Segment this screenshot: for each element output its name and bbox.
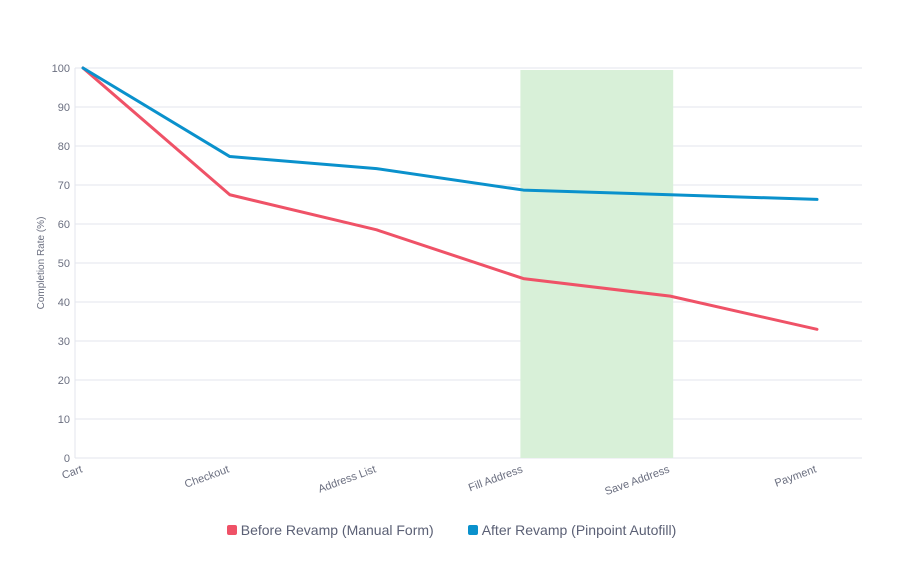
x-tick-4: Save Address [603, 463, 671, 498]
legend-item-0[interactable]: Before Revamp (Manual Form) [226, 522, 434, 538]
highlight-band [520, 70, 674, 458]
highlight-layer [520, 70, 674, 458]
x-tick-0: Cart [60, 464, 84, 482]
legend: Before Revamp (Manual Form) After Revamp … [0, 522, 903, 538]
x-tick-5: Payment [773, 464, 818, 490]
x-tick-3: Fill Address [467, 463, 525, 494]
series-line-0 [81, 66, 819, 331]
legend-swatch-1 [467, 525, 478, 535]
series-line-1 [81, 66, 819, 201]
series-layer [81, 66, 819, 331]
y-tick-100: 100 [52, 63, 70, 75]
y-tick-20: 20 [58, 375, 70, 387]
y-axis-label: Completion Rate (%) [36, 217, 47, 310]
legend-item-1[interactable]: After Revamp (Pinpoint Autofill) [467, 522, 677, 538]
y-tick-30: 30 [58, 336, 70, 348]
y-tick-40: 40 [58, 297, 70, 309]
y-tick-0: 0 [64, 453, 70, 465]
y-tick-60: 60 [58, 219, 70, 231]
x-tick-layer: Cart Checkout Address List Fill Address Save… [60, 463, 818, 498]
x-tick-2: Address List [317, 464, 378, 496]
legend-label-1: After Revamp (Pinpoint Autofill) [481, 522, 677, 538]
x-tick-1: Checkout [183, 464, 231, 491]
y-tick-90: 90 [58, 102, 70, 114]
y-tick-50: 50 [58, 258, 70, 270]
y-tick-10: 10 [58, 414, 70, 426]
y-tick-layer: 0 10 20 30 40 50 60 70 80 90 100 [52, 63, 70, 465]
y-tick-70: 70 [58, 180, 70, 192]
grid-layer [74, 67, 862, 459]
legend-swatch-0 [226, 525, 237, 535]
y-tick-80: 80 [58, 141, 70, 153]
legend-label-0: Before Revamp (Manual Form) [240, 522, 434, 538]
